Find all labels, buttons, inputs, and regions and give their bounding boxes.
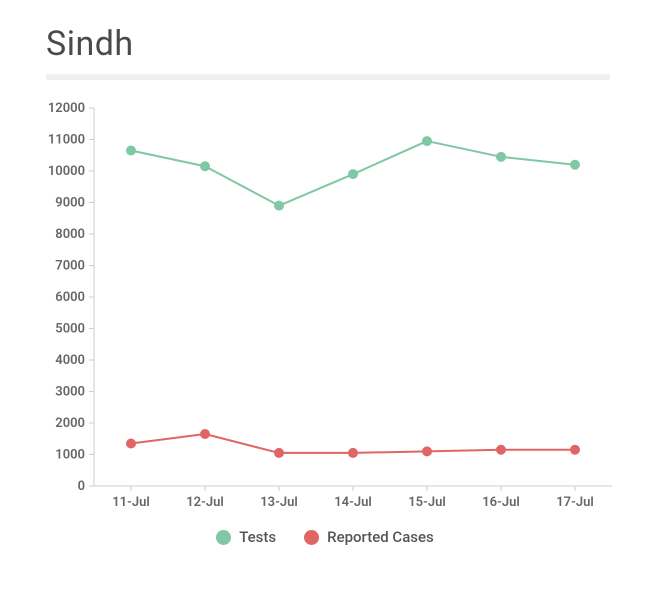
y-tick-label: 11000 (48, 133, 85, 148)
series-marker-reported-cases (570, 445, 580, 455)
series-marker-tests (126, 146, 136, 156)
series-marker-reported-cases (126, 438, 136, 448)
line-chart: 0 1000 2000 3000 4000 5000 6000 7000 8000 9000 100… (30, 98, 620, 518)
y-tick-label: 6000 (55, 290, 85, 305)
y-tick-label: 12000 (48, 101, 85, 116)
y-tick-label: 1000 (55, 448, 85, 463)
chart-title: Sindh (46, 24, 620, 64)
y-tick-label: 7000 (55, 259, 85, 274)
series-marker-reported-cases (200, 429, 210, 439)
x-tick-label: 16-Jul (482, 495, 520, 510)
series-marker-tests (570, 160, 580, 170)
x-tick-label: 11-Jul (112, 495, 150, 510)
series-marker-reported-cases (348, 448, 358, 458)
x-tick-label: 17-Jul (556, 495, 594, 510)
y-tick-label: 3000 (55, 385, 85, 400)
legend-label-tests: Tests (239, 528, 276, 546)
y-tick-label: 0 (78, 479, 85, 494)
series-marker-reported-cases (422, 446, 432, 456)
series-marker-tests (274, 201, 284, 211)
series-marker-tests (348, 169, 358, 179)
x-tick-label: 13-Jul (260, 495, 298, 510)
y-tick-label: 5000 (55, 322, 85, 337)
series-marker-tests (422, 136, 432, 146)
legend-dot-tests (216, 530, 231, 545)
title-divider (46, 74, 610, 80)
series-marker-reported-cases (496, 445, 506, 455)
series-marker-tests (200, 161, 210, 171)
x-tick-label: 14-Jul (334, 495, 372, 510)
y-tick-label: 4000 (55, 353, 85, 368)
chart-svg: 0 1000 2000 3000 4000 5000 6000 7000 8000 9000 100… (30, 98, 630, 518)
series-marker-reported-cases (274, 448, 284, 458)
x-tick-label: 15-Jul (408, 495, 446, 510)
legend-item-tests: Tests (216, 528, 276, 546)
legend-dot-cases (304, 530, 319, 545)
y-tick-label: 9000 (55, 196, 85, 211)
legend-item-cases: Reported Cases (304, 528, 434, 546)
y-tick-label: 2000 (55, 416, 85, 431)
x-tick-label: 12-Jul (186, 495, 224, 510)
chart-legend: Tests Reported Cases (30, 528, 620, 546)
series-marker-tests (496, 152, 506, 162)
y-tick-label: 10000 (48, 164, 85, 179)
y-tick-label: 8000 (55, 227, 85, 242)
legend-label-cases: Reported Cases (327, 528, 434, 546)
